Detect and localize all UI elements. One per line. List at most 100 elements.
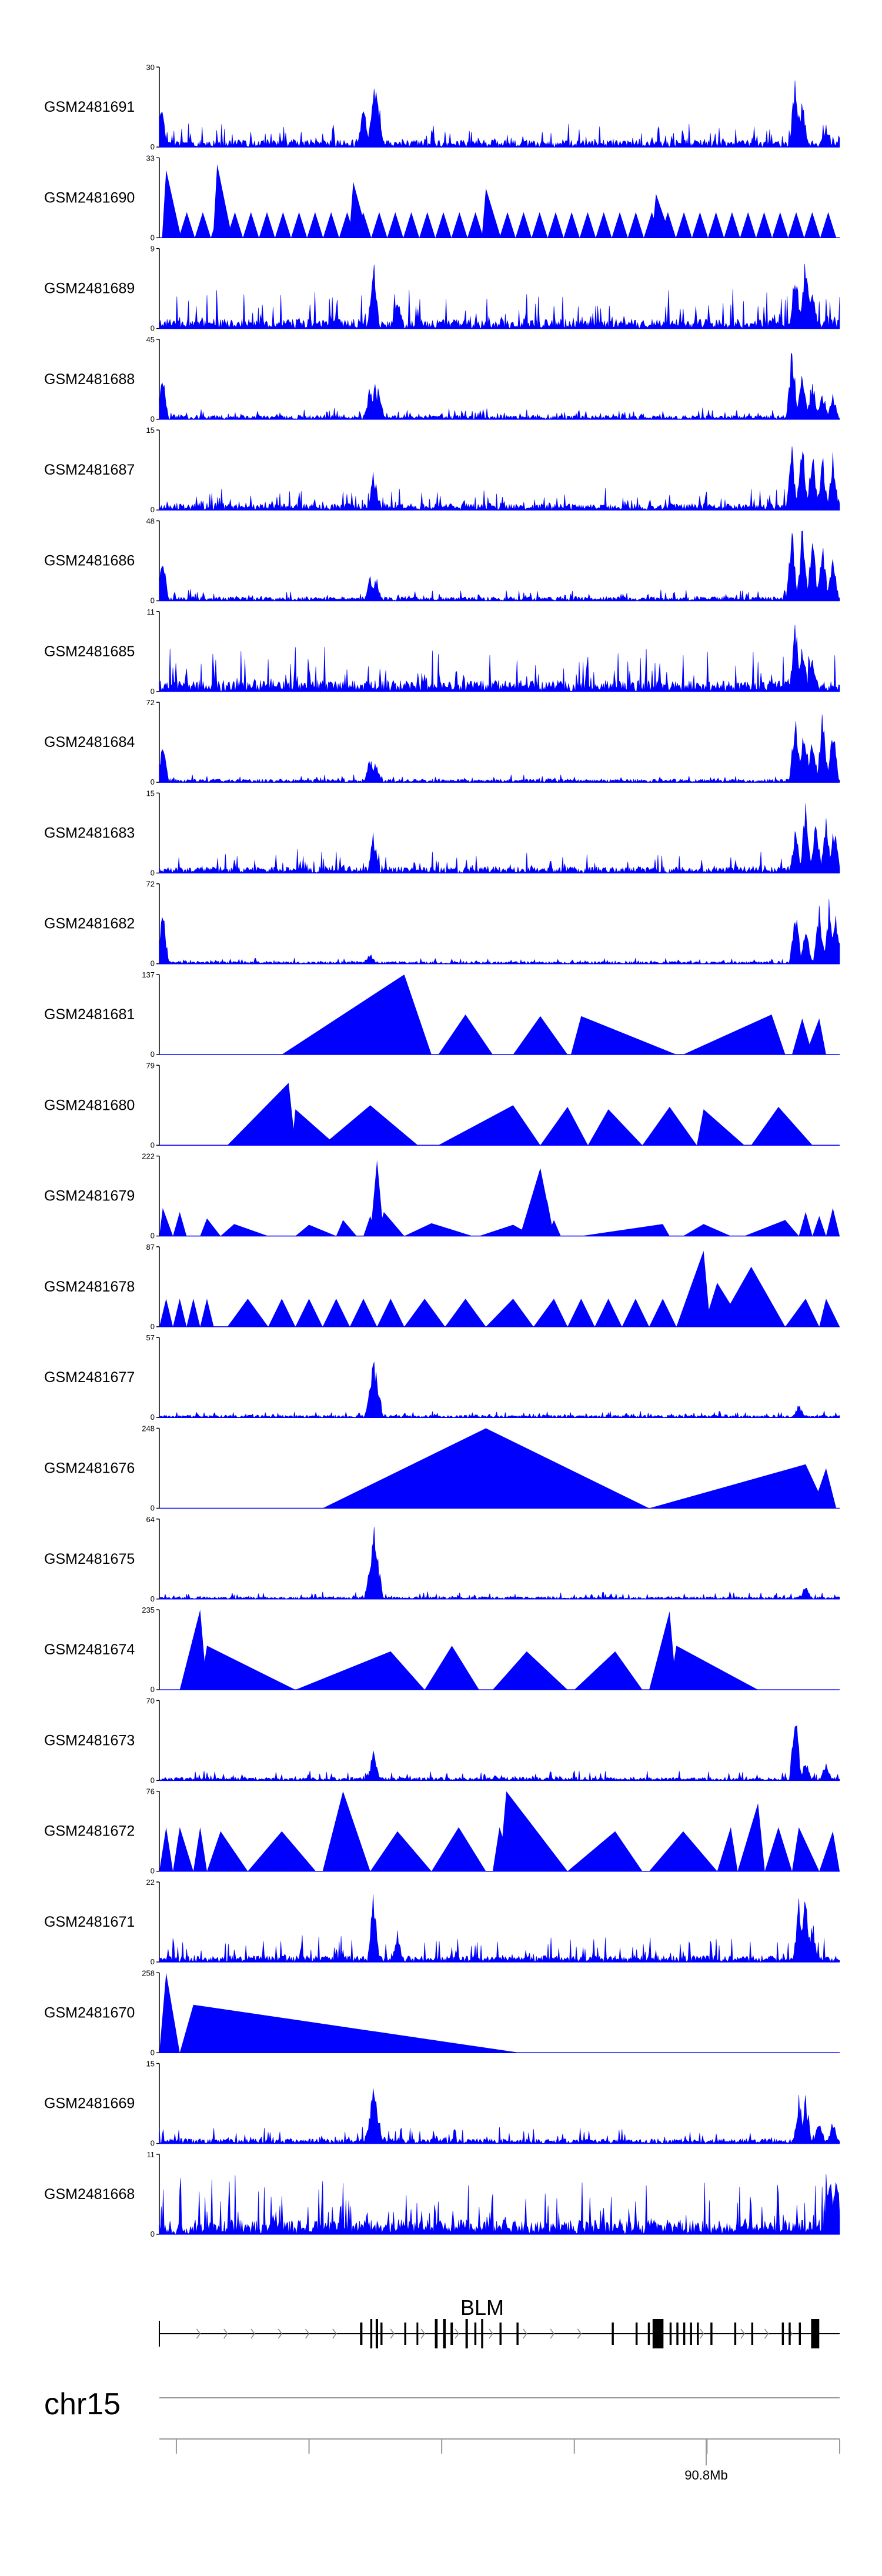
- axis-tick-label: 90.8Mb: [684, 2468, 727, 2482]
- coverage-polygon: [295, 1299, 323, 1327]
- y-tick-zero-label: 0: [151, 1413, 155, 1422]
- coverage-polygon: [159, 1208, 173, 1236]
- gene-exon: [474, 2323, 477, 2345]
- y-tick-max-label: 57: [146, 1333, 155, 1342]
- y-tick-zero-label: 0: [151, 1322, 155, 1331]
- coverage-triangle: [307, 212, 323, 238]
- y-tick-max-label: 30: [146, 63, 155, 72]
- coverage-polygon: [377, 1212, 405, 1236]
- track-GSM2481681: GSM2481681 137 0: [44, 970, 840, 1059]
- coverage-triangle: [243, 212, 259, 238]
- gene-exon: [465, 2319, 468, 2348]
- track-GSM2481673: GSM2481673 70 0: [44, 1696, 840, 1784]
- y-tick-zero-label: 0: [151, 778, 155, 786]
- y-tick-max-label: 15: [146, 426, 155, 435]
- gene-exon: [450, 2323, 453, 2345]
- coverage-triangle: [612, 212, 628, 238]
- gene-label: BLM: [460, 2295, 504, 2320]
- coverage-polygon: [533, 1299, 568, 1327]
- gene-exon: [635, 2323, 638, 2345]
- track-label: GSM2481673: [44, 1732, 135, 1749]
- y-tick-max-label: 11: [147, 2150, 155, 2159]
- coverage-triangle: [563, 212, 580, 238]
- gene-strand-chevron: [250, 2328, 255, 2339]
- coverage-polygon: [173, 1827, 193, 1871]
- coverage-triangle: [226, 212, 243, 238]
- coverage-polygon: [581, 1224, 670, 1236]
- coverage-peak: [482, 188, 501, 238]
- gene-strand-chevrons: [159, 2321, 793, 2347]
- gene-exon: [734, 2323, 737, 2345]
- track-label: GSM2481684: [44, 734, 135, 750]
- track-GSM2481680: GSM2481680 79 0: [44, 1061, 840, 1149]
- y-tick-max-label: 72: [146, 880, 155, 889]
- coverage-polygon: [737, 1803, 765, 1871]
- y-tick-zero-label: 0: [151, 1685, 155, 1694]
- gene-exon: [781, 2323, 784, 2345]
- track-GSM2481670: GSM2481670 258 0: [44, 1968, 840, 2057]
- coverage-polygon: [295, 1651, 425, 1690]
- coverage-polygon: [669, 1646, 759, 1690]
- y-tick-max-label: 11: [147, 608, 155, 616]
- chromosome-label: chr15: [44, 2387, 121, 2421]
- coverage-polygon: [676, 1250, 711, 1327]
- coverage-tracks: GSM2481691300GSM2481690330GSM248168990GS…: [44, 63, 840, 2238]
- track-label: GSM2481670: [44, 2004, 135, 2021]
- track-GSM2481672: GSM2481672 76 0: [44, 1787, 840, 1876]
- coverage-polygon: [642, 1107, 697, 1146]
- coverage-triangle: [290, 212, 308, 238]
- coverage-polygon: [499, 1791, 568, 1871]
- coverage-triangle: [579, 212, 596, 238]
- y-tick-zero-label: 0: [151, 596, 155, 605]
- gene-strand-chevron: [764, 2328, 769, 2339]
- coverage-area: [159, 2088, 840, 2144]
- coverage-polygon: [819, 1299, 840, 1327]
- coverage-polygon: [322, 1428, 650, 1509]
- track-label: GSM2481671: [44, 1914, 135, 1930]
- coverage-polygon: [540, 1200, 554, 1236]
- coverage-triangle: [419, 212, 436, 238]
- track-GSM2481675: GSM2481675 64 0: [44, 1515, 840, 1603]
- track-label: GSM2481687: [44, 462, 135, 478]
- coverage-polygon: [792, 1018, 813, 1055]
- gene-exon: [710, 2323, 713, 2345]
- track-GSM2481668: GSM2481668 11 0: [44, 2150, 840, 2238]
- coverage-peak: [213, 164, 232, 238]
- coverage-polygon: [683, 1224, 731, 1236]
- coverage-polygon: [540, 1107, 588, 1146]
- gene-exon: [380, 2323, 383, 2345]
- y-tick-zero-label: 0: [151, 233, 155, 242]
- y-tick-zero-label: 0: [151, 868, 155, 877]
- y-tick-max-label: 258: [142, 1968, 155, 1977]
- y-tick-zero-label: 0: [151, 1594, 155, 1603]
- genome-axis: 90.8Mb: [159, 2438, 840, 2482]
- gene-exon: [697, 2323, 699, 2345]
- coverage-triangle: [387, 212, 403, 238]
- y-tick-max-label: 87: [146, 1243, 155, 1252]
- gene-strand-chevron: [278, 2328, 283, 2339]
- coverage-polygon: [683, 1015, 786, 1055]
- coverage-area: [159, 1527, 840, 1600]
- coverage-polygon: [697, 1109, 745, 1146]
- coverage-triangle: [451, 212, 467, 238]
- y-tick-max-label: 15: [146, 2060, 155, 2068]
- coverage-polygon: [227, 1083, 296, 1146]
- track-label: GSM2481677: [44, 1369, 135, 1386]
- coverage-polygon: [594, 1299, 622, 1327]
- gene-strand-chevron: [455, 2328, 460, 2339]
- coverage-polygon: [445, 1299, 486, 1327]
- track-label: GSM2481688: [44, 371, 135, 388]
- y-tick-max-label: 15: [146, 789, 155, 798]
- y-tick-zero-label: 0: [151, 1776, 155, 1784]
- coverage-polygon: [322, 1791, 370, 1871]
- y-tick-zero-label: 0: [151, 687, 155, 696]
- track-label: GSM2481689: [44, 281, 135, 297]
- gene-exon: [751, 2323, 754, 2345]
- y-tick-max-label: 48: [146, 517, 155, 526]
- y-tick-zero-label: 0: [151, 2048, 155, 2057]
- coverage-area: [159, 625, 840, 692]
- gene-strand-chevron: [223, 2328, 228, 2339]
- coverage-polygon: [649, 1464, 826, 1509]
- y-tick-zero-label: 0: [151, 1867, 155, 1876]
